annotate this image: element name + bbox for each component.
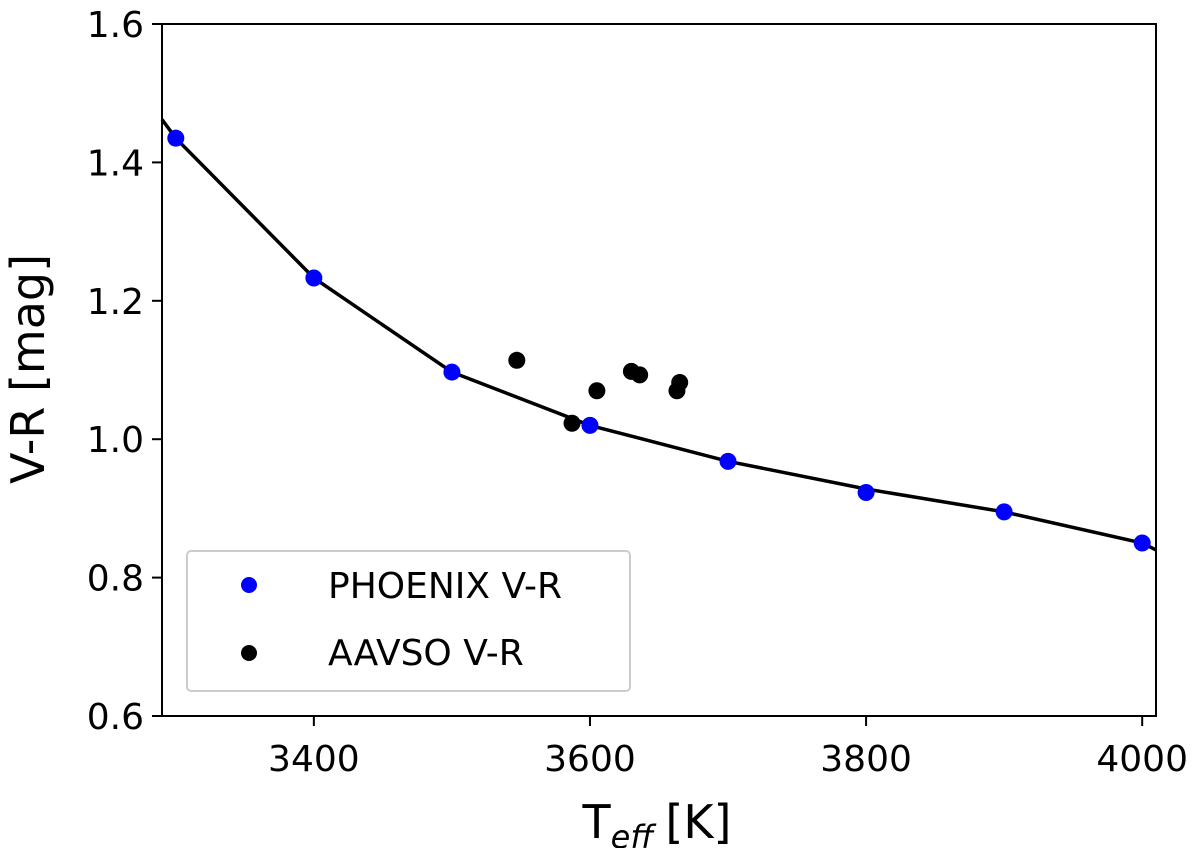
legend-label-phoenix: PHOENIX V-R (328, 566, 562, 607)
x-axis-label-sub: eff (611, 818, 658, 848)
y-axis-label: V-R [mag] (1, 254, 55, 484)
x-axis-label-unit: [K] (665, 795, 731, 848)
legend-box (186, 550, 631, 692)
y-tick-label: 0.6 (87, 697, 144, 738)
phoenix-point (167, 129, 185, 147)
x-tick-label: 3600 (544, 739, 636, 780)
aavso-point (508, 351, 526, 369)
x-tick-label: 3800 (820, 739, 912, 780)
phoenix-point (857, 483, 875, 501)
y-tick-label: 1.0 (87, 420, 144, 461)
aavso-point (671, 373, 689, 391)
phoenix-point (581, 416, 599, 434)
x-axis-label: Teff [K] (582, 795, 732, 848)
ticks-layer: 0.6 0.8 1.0 1.2 1.4 1.6 3400 3600 3800 4000 (87, 5, 1188, 780)
phoenix-point (443, 363, 461, 381)
aavso-point (588, 382, 606, 400)
phoenix-point (995, 503, 1013, 521)
plot-layer (160, 118, 1157, 552)
phoenix-point (719, 452, 737, 470)
y-tick-label: 1.6 (87, 5, 144, 46)
y-tick-label: 0.8 (87, 559, 144, 600)
y-tick-label: 1.4 (87, 143, 144, 184)
y-tick-label: 1.2 (87, 282, 144, 323)
legend-label-aavso: AAVSO V-R (328, 633, 524, 674)
phoenix-point (1133, 534, 1151, 552)
x-tick-label: 4000 (1096, 739, 1188, 780)
plot-frame (161, 23, 1157, 717)
aavso-point (631, 366, 649, 384)
phoenix-point (305, 269, 323, 287)
legend: PHOENIX V-R AAVSO V-R (186, 550, 631, 692)
aavso-point (563, 414, 581, 432)
legend-marker-aavso (241, 645, 257, 661)
x-axis-label-main: T (582, 795, 612, 848)
x-tick-label: 3400 (268, 739, 360, 780)
fit-line (160, 118, 1157, 552)
legend-marker-phoenix (241, 577, 257, 593)
